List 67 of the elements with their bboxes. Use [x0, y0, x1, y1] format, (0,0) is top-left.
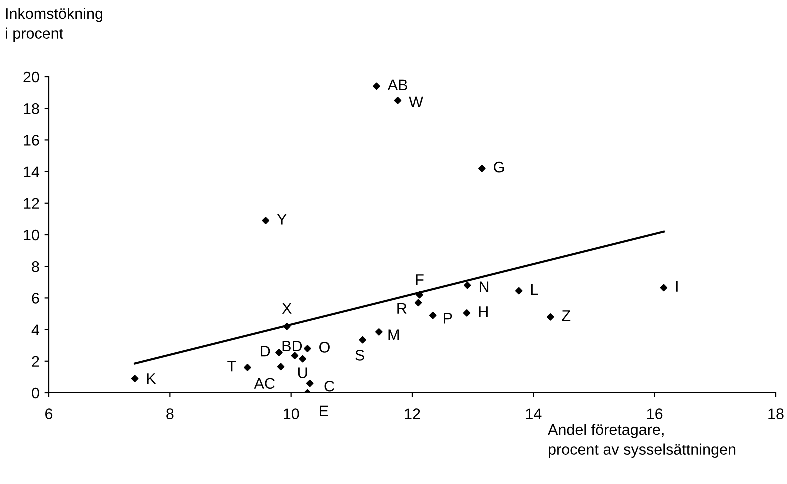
y-tick-label: 8: [32, 261, 40, 272]
y-tick-label: 16: [24, 135, 40, 146]
y-tick-label: 18: [24, 103, 40, 114]
point: [376, 328, 383, 336]
point: [291, 352, 299, 360]
x-tick-label: 16: [648, 408, 663, 420]
y-tick-label: 12: [24, 198, 40, 209]
annotation: E: [320, 406, 328, 416]
x-axis-title: Andel företagare, procent av sysselsättningen: [548, 424, 736, 458]
annotation: AC: [254, 378, 275, 390]
annotation: D: [261, 346, 270, 357]
x-tick-label: 8: [166, 408, 174, 420]
y-axis-title: Inkomstökning i procent: [6, 8, 103, 42]
annotation: K: [147, 374, 156, 384]
annotation: N: [480, 282, 489, 292]
annotation: P: [444, 313, 452, 324]
point: [277, 363, 285, 371]
point: [373, 82, 380, 90]
annotation: C: [324, 380, 334, 392]
y-tick-label: 14: [24, 166, 40, 178]
annotation: Z: [562, 310, 571, 322]
y-tick-label: 4: [32, 324, 40, 336]
annotation: M: [388, 330, 399, 340]
point: [463, 310, 471, 317]
point: [394, 97, 402, 104]
annotation: U: [298, 368, 308, 378]
point: [429, 312, 437, 320]
point: [464, 282, 472, 290]
annotation: AB: [388, 80, 408, 90]
y-tick-label: 10: [24, 230, 40, 241]
y-tick-label: 0: [32, 388, 40, 399]
annotation: L: [531, 284, 538, 296]
y-tick-label: 20: [24, 72, 40, 83]
point: [660, 284, 668, 292]
point: [131, 375, 139, 382]
annotation: W: [409, 96, 424, 108]
point: [299, 355, 306, 363]
point: [262, 217, 270, 224]
point: [244, 364, 252, 372]
x-tick-label: 10: [284, 408, 300, 420]
point: [478, 165, 486, 172]
annotation: Y: [277, 214, 287, 225]
annotation: X: [282, 303, 292, 314]
annotation: G: [494, 162, 504, 173]
x-tick-label: 18: [768, 408, 784, 420]
annotation: S: [356, 350, 364, 361]
point: [416, 291, 424, 299]
x-tick-label: 14: [526, 408, 542, 420]
annotation: H: [479, 306, 488, 318]
annotation: I: [676, 281, 678, 292]
annotation: O: [320, 342, 330, 353]
point: [546, 314, 554, 321]
x-tick-label: 6: [46, 408, 53, 420]
y-tick-label: 6: [32, 293, 40, 304]
point: [276, 349, 283, 356]
point: [359, 336, 366, 344]
annotation: F: [416, 274, 424, 286]
point: [283, 323, 291, 330]
annotation: R: [398, 303, 407, 314]
annotation: T: [228, 361, 236, 372]
point: [304, 345, 312, 352]
point: [515, 287, 523, 295]
point: [414, 299, 422, 307]
x-tick-label: 12: [405, 408, 420, 420]
y-tick-label: 2: [32, 356, 40, 367]
annotation: BD: [282, 340, 302, 352]
point: [306, 380, 314, 388]
